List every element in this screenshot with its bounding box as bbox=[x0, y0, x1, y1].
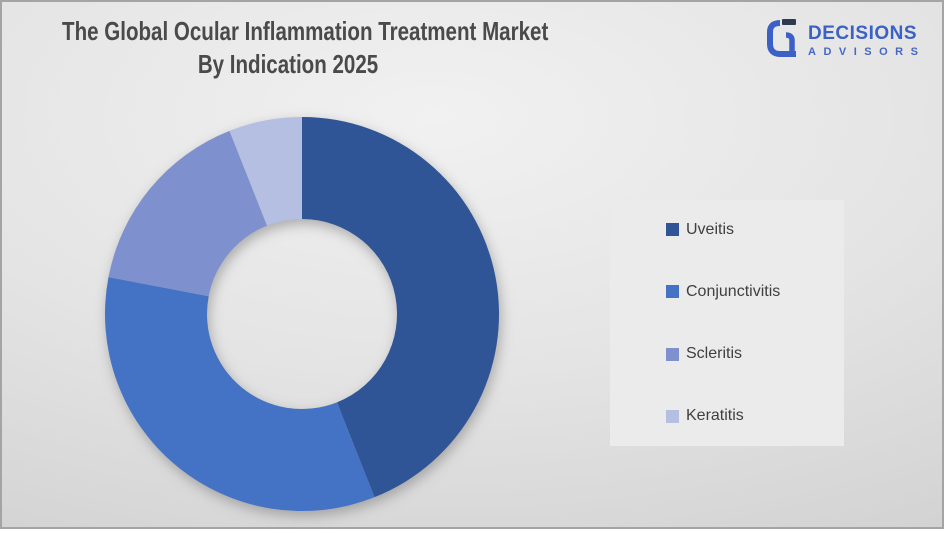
legend-swatch-conjunctivitis bbox=[666, 285, 679, 299]
legend-swatch-scleritis bbox=[666, 347, 679, 361]
legend-item-uveitis: Uveitis bbox=[666, 220, 844, 239]
donut-slice-conjunctivitis bbox=[105, 277, 375, 512]
logo-text: DECISIONS ADVISORS bbox=[808, 15, 925, 59]
logo-wordmark: DECISIONS bbox=[808, 23, 918, 44]
legend-swatch-keratitis bbox=[666, 409, 679, 423]
decisions-g-logo-icon bbox=[767, 19, 796, 57]
donut-slices bbox=[105, 117, 500, 512]
donut-slice-scleritis bbox=[108, 130, 268, 297]
legend-item-keratitis: Keratitis bbox=[666, 407, 844, 426]
donut-slice-keratitis bbox=[229, 117, 302, 226]
legend-label-scleritis: Scleritis bbox=[686, 345, 743, 363]
donut-chart bbox=[105, 117, 500, 512]
donut-slice-uveitis bbox=[302, 117, 500, 498]
decisions-advisors-logo: DECISIONS ADVISORS bbox=[767, 15, 925, 59]
page-title-line2: By Indication 2025 bbox=[197, 49, 379, 79]
legend-label-keratitis: Keratitis bbox=[686, 407, 744, 425]
page-title-line1: The Global Ocular Inflammation Treatment… bbox=[62, 16, 549, 46]
logo-subtext: ADVISORS bbox=[808, 46, 926, 58]
legend-label-conjunctivitis: Conjunctivitis bbox=[686, 282, 781, 300]
legend-label-uveitis: Uveitis bbox=[686, 220, 735, 238]
chart-legend: Uveitis Conjunctivitis Scleritis Keratit… bbox=[610, 200, 844, 446]
legend-swatch-uveitis bbox=[666, 223, 679, 236]
page-title: The Global Ocular Inflammation Treatment… bbox=[62, 15, 549, 81]
legend-item-conjunctivitis: Conjunctivitis bbox=[666, 282, 844, 301]
legend-item-scleritis: Scleritis bbox=[666, 345, 844, 364]
